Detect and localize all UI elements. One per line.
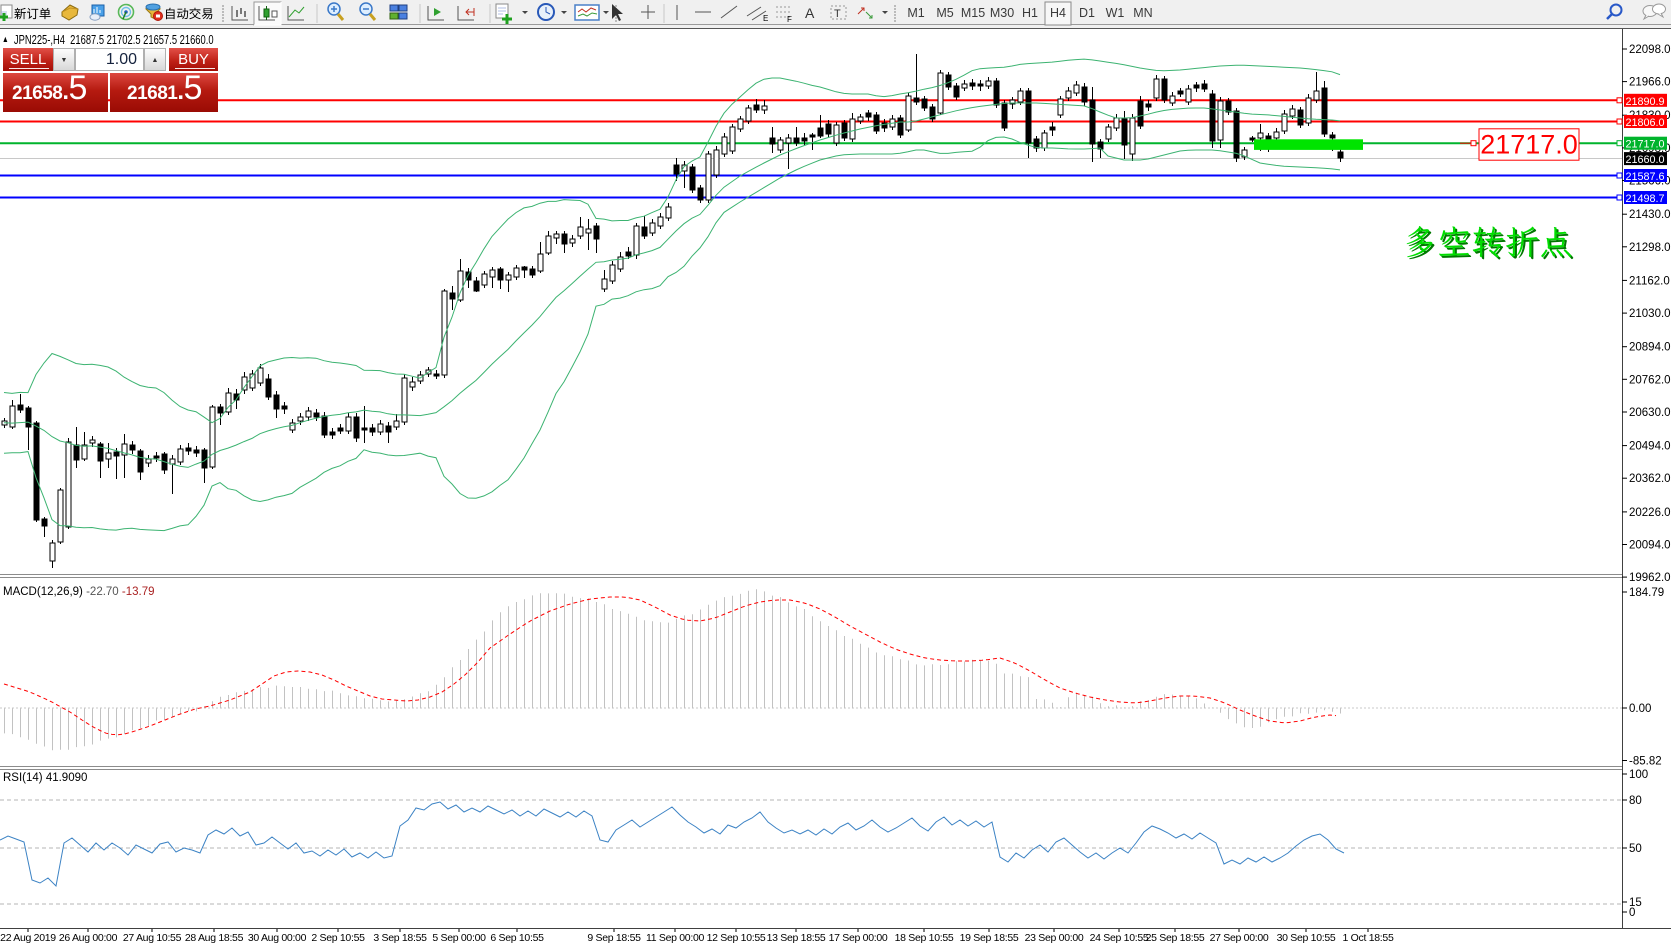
- svg-text:15: 15: [1629, 897, 1642, 909]
- svg-text:30 Sep 10:55: 30 Sep 10:55: [1277, 932, 1336, 944]
- svg-text:H1: H1: [1022, 6, 1038, 20]
- svg-text:W1: W1: [1106, 6, 1125, 20]
- svg-text:E: E: [763, 14, 768, 23]
- svg-text:A: A: [805, 5, 815, 21]
- svg-text:27 Aug 10:55: 27 Aug 10:55: [123, 932, 182, 944]
- svg-text:21806.0: 21806.0: [1626, 117, 1665, 129]
- svg-text:23 Sep 00:00: 23 Sep 00:00: [1025, 932, 1084, 944]
- svg-text:21498.7: 21498.7: [1626, 193, 1665, 205]
- svg-text:-85.82: -85.82: [1629, 756, 1662, 768]
- svg-text:20362.0: 20362.0: [1629, 473, 1671, 485]
- svg-text:H4: H4: [1050, 6, 1066, 20]
- svg-text:F: F: [787, 15, 792, 24]
- svg-text:20094.0: 20094.0: [1629, 540, 1671, 552]
- svg-text:M30: M30: [990, 6, 1014, 20]
- svg-text:20894.0: 20894.0: [1629, 342, 1671, 354]
- svg-text:24 Sep 10:55: 24 Sep 10:55: [1090, 932, 1149, 944]
- svg-text:13 Sep 18:55: 13 Sep 18:55: [767, 932, 826, 944]
- svg-text:21162.0: 21162.0: [1629, 275, 1670, 287]
- svg-text:MN: MN: [1133, 6, 1152, 20]
- svg-text:21030.0: 21030.0: [1629, 308, 1671, 320]
- svg-text:80: 80: [1629, 795, 1642, 807]
- svg-text:9 Sep 18:55: 9 Sep 18:55: [587, 932, 641, 944]
- svg-text:100: 100: [1629, 769, 1648, 781]
- svg-text:27 Sep 00:00: 27 Sep 00:00: [1210, 932, 1269, 944]
- svg-text:MACD(12,26,9) -22.70 -13.79: MACD(12,26,9) -22.70 -13.79: [3, 586, 155, 598]
- svg-text:21966.0: 21966.0: [1629, 77, 1671, 89]
- svg-text:30 Aug 00:00: 30 Aug 00:00: [248, 932, 307, 944]
- svg-text:11 Sep 00:00: 11 Sep 00:00: [646, 932, 705, 944]
- svg-text:2 Sep 10:55: 2 Sep 10:55: [311, 932, 365, 944]
- svg-text:M15: M15: [961, 6, 985, 20]
- svg-text:21660.0: 21660.0: [1626, 154, 1665, 166]
- svg-text:3 Sep 18:55: 3 Sep 18:55: [373, 932, 427, 944]
- svg-text:21717.0: 21717.0: [1626, 139, 1665, 151]
- svg-text:20630.0: 20630.0: [1629, 407, 1671, 419]
- svg-text:0: 0: [1629, 907, 1635, 919]
- svg-text:17 Sep 00:00: 17 Sep 00:00: [829, 932, 888, 944]
- svg-text:5 Sep 00:00: 5 Sep 00:00: [432, 932, 486, 944]
- svg-text:12 Sep 10:55: 12 Sep 10:55: [707, 932, 766, 944]
- svg-text:20762.0: 20762.0: [1629, 374, 1671, 386]
- svg-text:21587.6: 21587.6: [1626, 171, 1665, 183]
- svg-text:21298.0: 21298.0: [1629, 242, 1671, 254]
- svg-text:19962.0: 19962.0: [1629, 572, 1671, 584]
- svg-text:22 Aug 2019: 22 Aug 2019: [0, 932, 56, 944]
- svg-text:21890.9: 21890.9: [1626, 96, 1665, 108]
- svg-text:25 Sep 18:55: 25 Sep 18:55: [1146, 932, 1205, 944]
- svg-text:M5: M5: [936, 6, 953, 20]
- svg-text:184.79: 184.79: [1629, 587, 1664, 599]
- svg-text:D1: D1: [1079, 6, 1095, 20]
- svg-text:18 Sep 10:55: 18 Sep 10:55: [895, 932, 954, 944]
- svg-text:1 Oct 18:55: 1 Oct 18:55: [1343, 932, 1394, 944]
- svg-text:26 Aug 00:00: 26 Aug 00:00: [59, 932, 118, 944]
- svg-text:28 Aug 18:55: 28 Aug 18:55: [185, 932, 244, 944]
- svg-text:6 Sep 10:55: 6 Sep 10:55: [490, 932, 544, 944]
- svg-text:20226.0: 20226.0: [1629, 507, 1671, 519]
- svg-text:RSI(14) 41.9090: RSI(14) 41.9090: [3, 772, 87, 784]
- svg-text:22098.0: 22098.0: [1629, 44, 1671, 56]
- svg-text:T: T: [834, 8, 841, 20]
- svg-text:21717.0: 21717.0: [1480, 130, 1578, 160]
- svg-text:M1: M1: [907, 6, 924, 20]
- svg-text:50: 50: [1629, 843, 1642, 855]
- svg-text:19 Sep 18:55: 19 Sep 18:55: [960, 932, 1019, 944]
- svg-text:0.00: 0.00: [1629, 703, 1651, 715]
- svg-text:20494.0: 20494.0: [1629, 441, 1671, 453]
- svg-text:21430.0: 21430.0: [1629, 209, 1671, 221]
